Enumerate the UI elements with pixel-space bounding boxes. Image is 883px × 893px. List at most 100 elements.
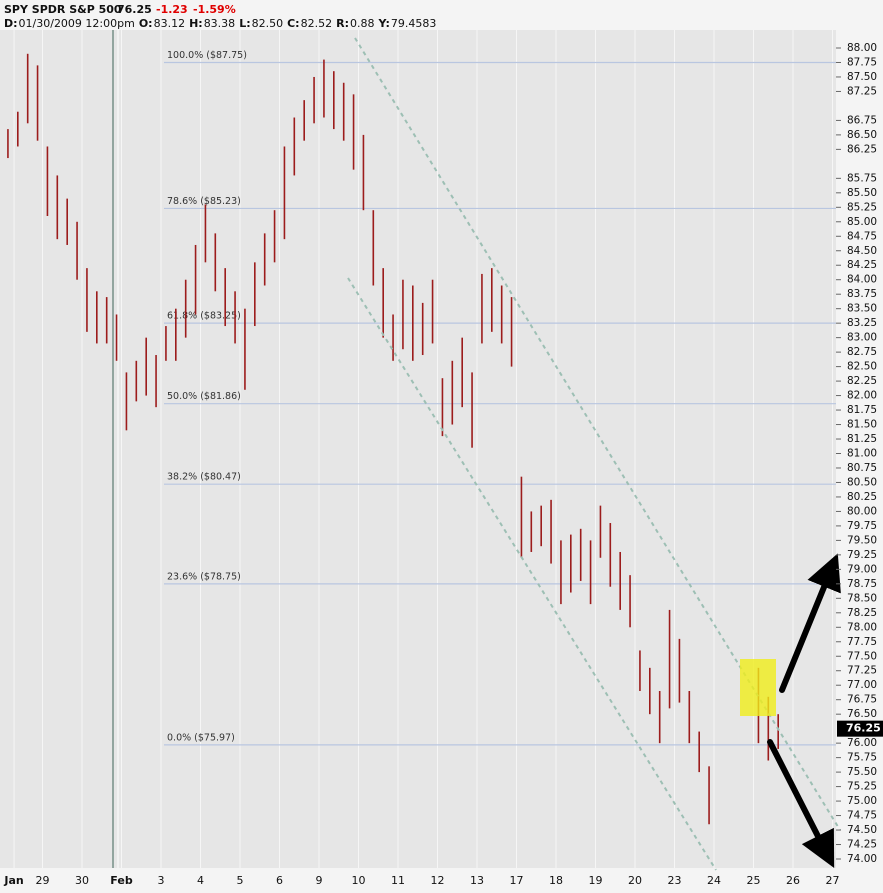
y-tick-label: 80.50 [847, 476, 877, 488]
y-tick-label: 78.75 [847, 578, 877, 590]
fib-label: 100.0% ($87.75) [167, 50, 247, 61]
y-tick-label: 77.50 [847, 650, 877, 662]
y-tick-label: 82.75 [847, 346, 877, 358]
arrow-down [767, 739, 835, 869]
symbol: SPY SPDR S&P 500 [4, 3, 122, 16]
fib-label: 50.0% ($81.86) [167, 391, 241, 402]
arrow-up [779, 553, 841, 693]
y-tick-label: 81.50 [847, 419, 877, 431]
x-tick-label: 9 [316, 874, 323, 887]
field-value: 83.12 [154, 17, 186, 30]
field-value: 79.4583 [391, 17, 437, 30]
y-tick-label: 79.50 [847, 534, 877, 546]
y-tick-label: 77.75 [847, 636, 877, 648]
y-tick-label: 84.00 [847, 274, 877, 286]
x-tick-label: 5 [237, 874, 244, 887]
fib-label: 23.6% ($78.75) [167, 571, 241, 582]
y-tick-label: 74.00 [847, 853, 877, 865]
x-tick-label: 10 [352, 874, 366, 887]
change-pct: -1.59% [193, 3, 236, 16]
x-tick-label: 12 [431, 874, 445, 887]
plot-area [0, 30, 836, 868]
y-tick-label: 84.50 [847, 245, 877, 257]
y-tick-label: 82.25 [847, 375, 877, 387]
y-tick-label: 82.00 [847, 390, 877, 402]
x-tick-label: 3 [158, 874, 165, 887]
x-tick-label: 30 [75, 874, 89, 887]
x-tick-label: 23 [668, 874, 682, 887]
field-value: 82.50 [252, 17, 284, 30]
y-tick-label: 77.25 [847, 665, 877, 677]
time-axis [0, 868, 883, 893]
y-tick-label: 74.75 [847, 810, 877, 822]
last-price-tag [837, 720, 883, 737]
x-tick-label: 13 [470, 874, 484, 887]
x-tick-label: Feb [110, 874, 133, 887]
x-tick-label: 17 [510, 874, 524, 887]
y-tick-label: 80.25 [847, 491, 877, 503]
field-label: Y: [377, 17, 389, 30]
x-tick-label: 29 [36, 874, 50, 887]
y-tick-label: 75.00 [847, 795, 877, 807]
y-tick-label: 76.75 [847, 694, 877, 706]
y-tick-label: 79.25 [847, 549, 877, 561]
y-tick-label: 78.00 [847, 621, 877, 633]
x-tick-label: Jan [3, 874, 23, 887]
field-label: C: [287, 17, 299, 30]
y-tick-label: 83.75 [847, 288, 877, 300]
header-fields: D: 01/30/2009 12:00pm O: 83.12 H: 83.38 L: 82.5… [4, 17, 436, 30]
x-tick-label: 18 [549, 874, 563, 887]
y-tick-label: 80.00 [847, 505, 877, 517]
y-tick-label: 85.50 [847, 187, 877, 199]
x-tick-label: 4 [197, 874, 204, 887]
y-tick-label: 83.00 [847, 332, 877, 344]
field-label: L: [239, 17, 250, 30]
y-tick-label: 87.75 [847, 56, 877, 68]
y-tick-label: 81.00 [847, 448, 877, 460]
header [0, 0, 883, 30]
field-label: O: [139, 17, 153, 30]
y-tick-label: 74.25 [847, 839, 877, 851]
fib-label: 0.0% ($75.97) [167, 732, 235, 743]
y-tick-label: 85.00 [847, 216, 877, 228]
axes: 74.00 74.25 74.50 74.75 75.00 75.25 75.50 75.75… [3, 42, 883, 887]
x-tick-label: 20 [628, 874, 642, 887]
price-bars [7, 53, 779, 825]
y-tick-label: 78.25 [847, 607, 877, 619]
fib-label: 38.2% ($80.47) [167, 472, 241, 483]
fibonacci-levels: 100.0% ($87.75) 78.6% ($85.23) 61.8% ($83.… [164, 50, 836, 746]
change: -1.23 [156, 3, 188, 16]
y-tick-label: 81.75 [847, 404, 877, 416]
field-value: 01/30/2009 12:00pm [19, 17, 135, 30]
y-tick-label: 86.25 [847, 143, 877, 155]
highlight-box [740, 659, 776, 716]
y-tick-label: 76.00 [847, 737, 877, 749]
field-value: 0.88 [350, 17, 375, 30]
channel-upper [354, 37, 841, 831]
y-tick-label: 79.75 [847, 520, 877, 532]
y-tick-label: 83.25 [847, 317, 877, 329]
y-tick-label: 88.00 [847, 42, 877, 54]
y-tick-label: 85.25 [847, 201, 877, 213]
y-tick-label: 74.50 [847, 824, 877, 836]
y-tick-label: 75.75 [847, 752, 877, 764]
last-price-label: 76.25 [846, 722, 881, 735]
x-tick-label: 26 [786, 874, 800, 887]
x-tick-label: 24 [707, 874, 721, 887]
y-tick-label: 83.50 [847, 303, 877, 315]
y-tick-label: 76.50 [847, 708, 877, 720]
y-tick-label: 85.75 [847, 172, 877, 184]
field-label: D: [4, 17, 18, 30]
grid [13, 30, 833, 868]
fib-label: 78.6% ($85.23) [167, 196, 241, 207]
y-tick-label: 77.00 [847, 679, 877, 691]
field-label: R: [336, 17, 349, 30]
y-tick-label: 81.25 [847, 433, 877, 445]
y-tick-label: 80.75 [847, 462, 877, 474]
field-value: 83.38 [204, 17, 236, 30]
x-tick-label: 25 [747, 874, 761, 887]
x-tick-label: 27 [826, 874, 840, 887]
y-tick-label: 84.25 [847, 259, 877, 271]
